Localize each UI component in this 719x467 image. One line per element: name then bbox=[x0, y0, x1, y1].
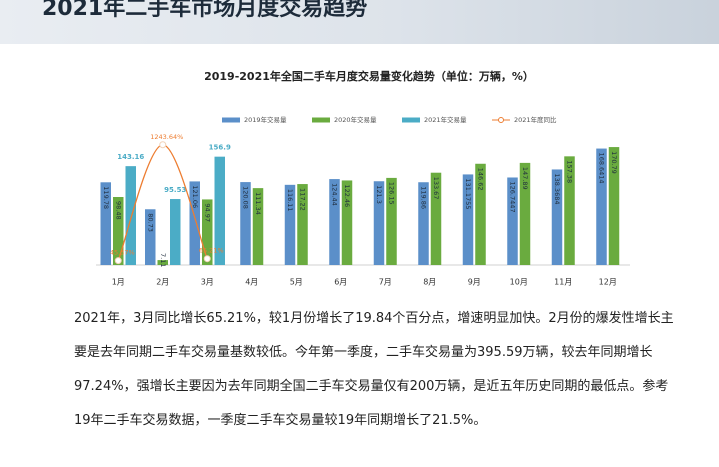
bar bbox=[519, 162, 531, 265]
data-label: 94.97 bbox=[203, 203, 211, 222]
legend-swatch bbox=[222, 117, 240, 123]
data-label: 7.11 bbox=[159, 253, 167, 267]
header: 2021年二手车市场月度交易趋势 bbox=[0, 0, 719, 44]
x-tick-label: 8月 bbox=[423, 278, 436, 287]
legend-swatch bbox=[402, 117, 420, 123]
legend-marker bbox=[498, 117, 504, 123]
data-label: 121.06 bbox=[191, 185, 199, 208]
x-tick-label: 1月 bbox=[112, 278, 125, 287]
data-label: 1243.64% bbox=[150, 133, 183, 141]
bar bbox=[475, 163, 486, 265]
data-label: 111.34 bbox=[254, 192, 262, 215]
data-label: 98.48 bbox=[114, 201, 122, 220]
data-label: 65.21% bbox=[199, 247, 224, 255]
bar bbox=[329, 179, 340, 265]
data-label: 147.89 bbox=[521, 167, 529, 190]
data-label: 80.73 bbox=[146, 213, 154, 232]
x-tick-label: 5月 bbox=[290, 278, 303, 287]
data-label: 45.37% bbox=[110, 249, 135, 257]
point bbox=[159, 141, 167, 149]
bar bbox=[170, 199, 181, 265]
data-label: 122.46 bbox=[343, 184, 351, 207]
chart: 2019-2021年全国二手车月度交易量变化趋势（单位：万辆，%） 2019年交… bbox=[96, 69, 630, 287]
data-label: 143.16 bbox=[117, 153, 144, 161]
x-tick-label: 4月 bbox=[245, 278, 258, 287]
x-tick-label: 11月 bbox=[554, 278, 572, 287]
paragraph: 2021年，3月同比增长65.21%，较1月份增长了19.84个百分点，增速明显… bbox=[74, 311, 674, 428]
bar bbox=[113, 197, 124, 265]
x-tick-label: 3月 bbox=[201, 278, 214, 287]
data-label: 126.7447 bbox=[509, 181, 517, 212]
legend-label: 2021年度同比 bbox=[514, 115, 557, 124]
bar bbox=[157, 260, 168, 265]
bar bbox=[100, 182, 111, 265]
data-label: 146.62 bbox=[477, 168, 485, 191]
bar bbox=[145, 209, 156, 265]
x-tick-label: 7月 bbox=[379, 278, 392, 287]
bar bbox=[418, 182, 429, 265]
bar bbox=[596, 148, 607, 265]
x-tick-label: 12月 bbox=[599, 278, 617, 287]
bar bbox=[297, 184, 308, 265]
data-label: 117.22 bbox=[299, 188, 307, 211]
bar bbox=[214, 156, 225, 265]
legend-label: 2021年交易量 bbox=[424, 115, 467, 124]
bar bbox=[564, 156, 575, 265]
header-title: 2021年二手车市场月度交易趋势 bbox=[42, 0, 368, 21]
point bbox=[114, 257, 122, 265]
x-tick-label: 2月 bbox=[156, 278, 169, 287]
data-label: 116.11 bbox=[286, 189, 294, 212]
bar bbox=[125, 166, 136, 265]
data-label: 133.67 bbox=[432, 177, 440, 200]
legend-label: 2019年交易量 bbox=[244, 115, 287, 124]
data-label: 138.3684 bbox=[553, 173, 561, 204]
legend-swatch bbox=[312, 117, 330, 123]
bar bbox=[373, 181, 385, 265]
bar bbox=[202, 199, 213, 265]
data-label: 168.6414 bbox=[598, 153, 606, 184]
data-label: 170.79 bbox=[610, 151, 618, 174]
legend-label: 2020年交易量 bbox=[334, 115, 377, 124]
bar bbox=[252, 188, 264, 265]
data-label: 120.08 bbox=[242, 186, 250, 209]
bar bbox=[507, 177, 518, 265]
bar bbox=[386, 177, 397, 265]
x-tick-label: 10月 bbox=[510, 278, 528, 287]
bar bbox=[551, 169, 563, 265]
x-tick-label: 9月 bbox=[468, 278, 481, 287]
chart-title: 2019-2021年全国二手车月度交易量变化趋势（单位：万辆，%） bbox=[204, 69, 534, 83]
data-label: 119.78 bbox=[102, 186, 110, 209]
data-label: 95.53 bbox=[164, 186, 186, 194]
bar bbox=[608, 147, 620, 265]
data-label: 131.1755 bbox=[464, 178, 472, 209]
bar bbox=[462, 174, 474, 265]
data-label: 121.3 bbox=[375, 185, 383, 204]
bar bbox=[430, 172, 442, 265]
data-label: 119.86 bbox=[420, 186, 428, 209]
bar bbox=[284, 184, 296, 265]
data-label: 156.9 bbox=[209, 144, 231, 152]
bar bbox=[240, 182, 251, 265]
data-label: 126.15 bbox=[388, 182, 396, 205]
x-tick-label: 6月 bbox=[334, 278, 347, 287]
bar bbox=[189, 181, 200, 265]
bar bbox=[341, 180, 353, 265]
point bbox=[203, 255, 211, 263]
data-label: 157.38 bbox=[566, 160, 574, 183]
data-label: 124.44 bbox=[331, 183, 339, 206]
